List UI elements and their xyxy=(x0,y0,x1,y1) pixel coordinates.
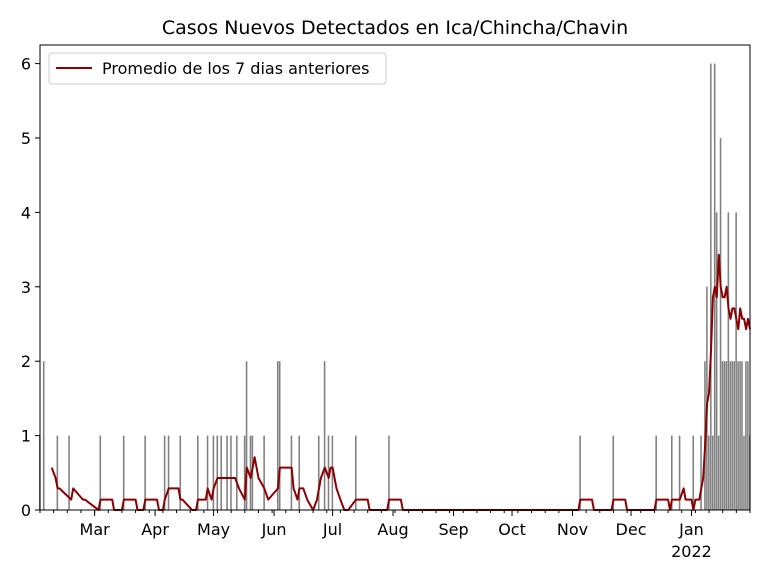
bar xyxy=(747,361,749,510)
bar xyxy=(388,435,390,510)
bar xyxy=(737,361,739,510)
bar xyxy=(243,435,246,510)
legend: Promedio de los 7 dias anteriores xyxy=(48,52,387,85)
bar xyxy=(56,435,59,510)
axes-frame xyxy=(39,44,751,511)
bar xyxy=(678,435,681,510)
bar xyxy=(710,63,712,510)
x-tick-label: Apr xyxy=(141,520,169,539)
bar xyxy=(263,435,265,510)
bar xyxy=(230,435,232,510)
bar xyxy=(144,435,146,510)
bar xyxy=(735,212,737,510)
x-tick-label: Jan xyxy=(678,520,704,539)
x-tick-year-label: 2022 xyxy=(671,542,712,561)
series-line xyxy=(50,253,751,511)
bar xyxy=(655,435,657,510)
bar xyxy=(745,361,747,510)
bar xyxy=(331,435,334,510)
bar xyxy=(249,435,252,510)
bar xyxy=(723,361,726,510)
bar xyxy=(700,435,702,510)
bar xyxy=(729,361,732,510)
x-tick-label: Jul xyxy=(322,520,342,539)
plot-area xyxy=(39,63,751,511)
bar xyxy=(212,435,215,510)
y-tick-label: 1 xyxy=(21,427,31,446)
y-tick-label: 0 xyxy=(21,501,31,520)
bar xyxy=(278,361,281,510)
bar xyxy=(216,435,219,510)
bar xyxy=(245,361,248,510)
bar xyxy=(220,435,222,510)
bar xyxy=(708,435,710,510)
bar xyxy=(122,435,125,510)
bar xyxy=(733,361,735,510)
bar xyxy=(741,361,743,510)
bar xyxy=(323,361,326,510)
y-tick-label: 6 xyxy=(21,55,31,74)
y-tick-label: 2 xyxy=(21,352,31,371)
bar xyxy=(743,435,745,510)
bar xyxy=(692,435,695,510)
y-tick-label: 5 xyxy=(21,129,31,148)
y-tick-label: 4 xyxy=(21,203,31,222)
bar xyxy=(706,286,708,510)
y-tick-label: 3 xyxy=(21,278,31,297)
bar xyxy=(167,435,170,510)
legend-label: Promedio de los 7 dias anteriores xyxy=(102,59,369,78)
bar xyxy=(671,435,673,510)
x-tick-label: Jun xyxy=(261,520,287,539)
x-tick-label: May xyxy=(197,520,230,539)
bar xyxy=(298,435,301,510)
bar xyxy=(236,435,238,510)
bar xyxy=(739,361,741,510)
bar xyxy=(612,435,615,510)
bar xyxy=(717,435,720,510)
bar xyxy=(99,435,102,510)
chart-title: Casos Nuevos Detectados en Ica/Chincha/C… xyxy=(162,17,628,39)
bar xyxy=(355,435,357,510)
x-tick-label: Dec xyxy=(616,520,647,539)
bar xyxy=(197,435,199,510)
bar xyxy=(711,435,714,510)
bar xyxy=(42,361,45,510)
x-tick-label: Mar xyxy=(80,520,111,539)
bar xyxy=(317,435,320,510)
bar xyxy=(727,212,730,510)
x-tick-label: Aug xyxy=(377,520,408,539)
bar xyxy=(579,435,581,510)
bar xyxy=(68,435,70,510)
bar xyxy=(163,435,166,510)
bar xyxy=(179,435,182,510)
bar xyxy=(226,435,228,510)
x-tick-label: Sep xyxy=(438,520,468,539)
x-tick-label: Oct xyxy=(498,520,526,539)
axis-ticks: 0 1 2 3 4 5 6 Mar Apr May Jun Jul Aug Sep Oct Nov Dec Jan… xyxy=(21,55,751,561)
legend-box xyxy=(48,52,387,85)
bar xyxy=(327,435,330,510)
bar xyxy=(721,361,724,510)
bar xyxy=(276,361,279,510)
bar xyxy=(719,138,722,510)
bar xyxy=(715,212,718,510)
bar xyxy=(731,361,734,510)
x-tick-label: Nov xyxy=(557,520,588,539)
bar xyxy=(725,361,728,510)
bar xyxy=(206,435,209,510)
